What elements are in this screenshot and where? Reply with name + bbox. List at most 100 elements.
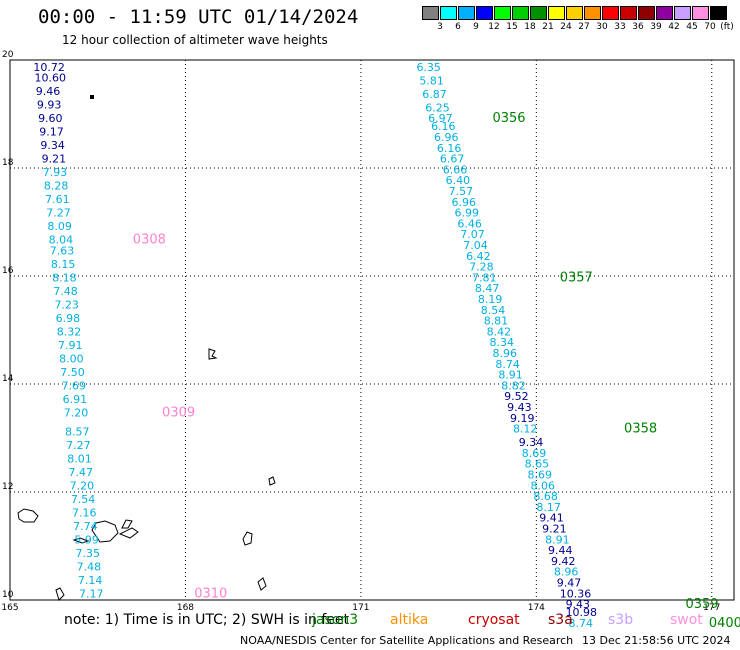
- wave-height-value: 8.96: [554, 566, 579, 579]
- footer-credit: NOAA/NESDIS Center for Satellite Applica…: [240, 634, 574, 647]
- wave-height-value: 7.81: [472, 271, 497, 284]
- wave-height-value: 7.17: [79, 587, 104, 600]
- wave-height-value: 9.42: [551, 555, 576, 568]
- wave-height-value: 8.91: [545, 533, 570, 546]
- wave-height-value: 7.14: [78, 574, 103, 587]
- wave-height-value: 5.99: [74, 533, 99, 546]
- wave-height-value: 7.48: [53, 285, 78, 298]
- wave-height-value: 7.54: [71, 493, 96, 506]
- wave-height-value: 9.21: [42, 153, 67, 166]
- legend-swatch: [620, 6, 637, 20]
- legend-swatch: [602, 6, 619, 20]
- wave-height-value: 6.98: [56, 312, 81, 325]
- y-axis-ticks: 20 18 16 14 12 10: [2, 50, 14, 600]
- wave-height-value: 7.93: [43, 166, 68, 179]
- wave-height-value: 7.50: [60, 366, 85, 379]
- pass-time-label: 0400: [709, 616, 740, 631]
- wave-height-value: 6.46: [457, 217, 482, 230]
- legend-swatch: [440, 6, 457, 20]
- wave-height-value: 8.34: [490, 336, 515, 349]
- wave-height-value: 8.00: [59, 352, 83, 365]
- wave-height-value: 6.66: [443, 163, 468, 176]
- wave-height-value: 8.12: [513, 423, 538, 436]
- wave-height-value: 9.46: [36, 85, 61, 98]
- wave-height-value: 8.09: [47, 220, 72, 233]
- mission-label-altika: altika: [390, 612, 429, 628]
- wave-height-value: 10.98: [566, 606, 598, 619]
- wave-height-value: 9.60: [38, 112, 63, 125]
- pass-time-label: 0309: [162, 405, 195, 420]
- wave-height-value: 10.60: [35, 72, 66, 85]
- wave-height-value: 7.63: [50, 244, 74, 257]
- wave-height-value: 8.15: [51, 258, 76, 271]
- legend-label: 30: [596, 22, 608, 32]
- pass-time-label: 0310: [194, 586, 227, 601]
- x-axis-ticks: 165 168 171 174 177: [1, 603, 720, 613]
- x-tick-label: 168: [177, 603, 194, 613]
- wave-height-value: 7.61: [45, 193, 70, 206]
- footer-timestamp: 13 Dec 21:58:56 UTC 2024: [582, 634, 731, 647]
- pass-time-label: 0359: [685, 597, 718, 612]
- legend-swatch: [548, 6, 565, 20]
- island-shape: [121, 519, 133, 529]
- wave-height-value: 7.57: [449, 185, 474, 198]
- x-tick-label: 174: [528, 603, 545, 613]
- wave-height-value: 7.48: [77, 560, 102, 573]
- legend-swatch: [674, 6, 691, 20]
- island-shape: [72, 537, 90, 544]
- wave-height-value: 8.04: [49, 234, 73, 247]
- wave-height-value: 10.72: [33, 61, 65, 74]
- legend-unit: (ft): [720, 22, 734, 32]
- pass-time-label: 0358: [624, 422, 657, 437]
- wave-height-value: 7.91: [58, 339, 83, 352]
- wave-height-value: 7.27: [66, 439, 91, 452]
- wave-height-value: 6.40: [446, 174, 471, 187]
- legend-label: 3: [437, 22, 443, 32]
- grid-lines: [10, 60, 734, 600]
- wave-height-value: 7.23: [54, 298, 78, 311]
- map-subtitle: 12 hour collection of altimeter wave hei…: [62, 33, 328, 47]
- wave-height-value: 8.57: [65, 425, 90, 438]
- legend-label: 27: [578, 22, 590, 32]
- wave-height-value: 7.16: [72, 506, 97, 519]
- wave-height-value: 8.82: [501, 379, 525, 392]
- pass-time-label: 0356: [492, 111, 525, 126]
- island-shape: [17, 508, 39, 523]
- legend-label: 70: [704, 22, 716, 32]
- wave-height-value: 9.93: [37, 99, 62, 112]
- wave-height-value: 8.28: [44, 180, 68, 193]
- island-shape: [242, 531, 253, 546]
- wave-height-value: 8.42: [487, 325, 512, 338]
- legend-label: 42: [668, 22, 680, 32]
- x-tick-label: 177: [703, 603, 720, 613]
- note-text: note: 1) Time is in UTC; 2) SWH is in fe…: [64, 612, 350, 628]
- island-shape: [55, 587, 65, 601]
- island-shape: [91, 520, 119, 543]
- legend-swatch: [512, 6, 529, 20]
- wave-height-value: 9.43: [566, 598, 591, 611]
- wave-height-value: 8.74: [568, 617, 593, 630]
- wave-height-value: 9.19: [510, 412, 534, 425]
- wave-height-value: 8.69: [522, 447, 547, 460]
- wave-height-value: 9.47: [557, 577, 582, 590]
- pass-time-labels: 0308 0309 0310 0356 0357 0358 0359 0400: [133, 111, 740, 631]
- legend-swatch: [530, 6, 547, 20]
- mission-label-swot: swot: [670, 612, 703, 628]
- y-tick-label: 14: [2, 374, 14, 384]
- wave-height-value: 6.97: [428, 112, 453, 125]
- x-tick-label: 165: [1, 603, 18, 613]
- color-legend: 3 6 9 12 15 18 21 24 27 30 33 36 39 42 45 70 (ft): [422, 6, 734, 36]
- wave-height-value: 8.65: [525, 458, 550, 471]
- legend-swatch: [710, 6, 727, 20]
- wave-height-value: 8.06: [530, 479, 555, 492]
- legend-label: 39: [650, 22, 662, 32]
- mission-label-s3a: s3a: [548, 612, 573, 628]
- wave-height-value: 8.54: [481, 304, 506, 317]
- wave-height-value: 9.44: [548, 544, 573, 557]
- wave-height-value: 8.96: [492, 347, 517, 360]
- legend-label: 36: [632, 22, 644, 32]
- y-tick-label: 16: [2, 266, 14, 276]
- wave-height-value: 8.91: [498, 369, 523, 382]
- legend-swatch: [458, 6, 475, 20]
- x-tick-label: 171: [352, 603, 369, 613]
